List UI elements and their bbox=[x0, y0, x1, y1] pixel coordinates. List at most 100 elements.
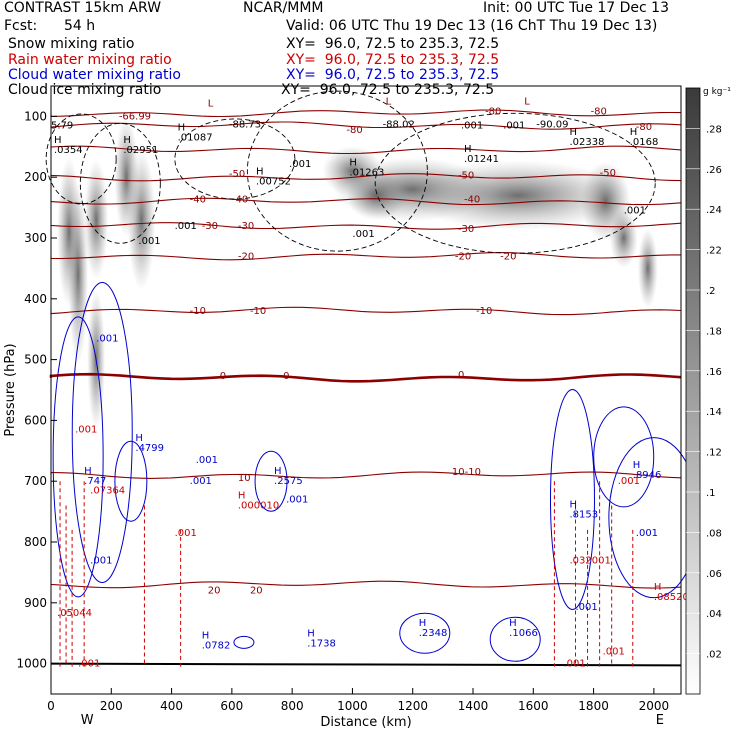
y-tick-label-500: 500 bbox=[24, 353, 47, 367]
colorbar-ramp bbox=[685, 87, 701, 695]
extremum-value-8: .01241 bbox=[464, 154, 499, 165]
contour-label-10: -50 bbox=[229, 169, 245, 180]
contour-label-18: -30 bbox=[458, 224, 474, 235]
small-label-14: .001 bbox=[636, 528, 658, 539]
extremum-mark-17: H bbox=[654, 582, 662, 593]
colorbar-tick-label-11: .24 bbox=[706, 205, 722, 216]
contour-label-17: -30 bbox=[238, 221, 254, 232]
x-axis-label: Distance (km) bbox=[320, 715, 411, 730]
small-label-13: .001 bbox=[618, 476, 640, 487]
extremum-mark-11: H bbox=[135, 433, 143, 444]
colorbar-tick-label-5: .12 bbox=[706, 448, 722, 459]
contour-label-31: 20 bbox=[250, 586, 263, 597]
field-name-cloud-water: Cloud water mixing ratio bbox=[8, 67, 181, 83]
extremum-mark-18: H bbox=[202, 630, 210, 641]
contour-label-8: .001 bbox=[461, 121, 483, 132]
y-tick-label-700: 700 bbox=[24, 474, 47, 488]
extremum-value-20: .2348 bbox=[419, 628, 448, 639]
y-tick-label-1000: 1000 bbox=[16, 657, 47, 671]
cloud-water-contour-9 bbox=[489, 616, 541, 662]
contour-label-15: -40 bbox=[464, 195, 480, 206]
small-label-15: .001 bbox=[575, 602, 597, 613]
cloud-ice-contour-3 bbox=[374, 112, 656, 254]
chart-title: CONTRAST 15km ARW bbox=[4, 0, 162, 16]
extremum-mark-13: H bbox=[238, 491, 246, 502]
small-label-12: .001 bbox=[90, 555, 112, 566]
contour-label-12: -50 bbox=[600, 168, 616, 179]
extremum-value-17: .085208 bbox=[654, 592, 695, 603]
extremum-mark-12: H bbox=[84, 466, 92, 477]
y-tick-label-800: 800 bbox=[24, 535, 47, 549]
snow-shade-9 bbox=[637, 228, 658, 309]
x-tick-label-400: 400 bbox=[160, 699, 183, 713]
small-label-16: .001 bbox=[603, 646, 625, 657]
field-xy-cloud-water: XY= 96.0, 72.5 to 235.3, 72.5 bbox=[286, 67, 500, 83]
small-label-19: .07364 bbox=[90, 485, 125, 496]
field-name-rain: Rain water mixing ratio bbox=[8, 52, 172, 68]
extremum-mark-21: H bbox=[509, 618, 517, 629]
extremum-mark-14: H bbox=[274, 466, 282, 477]
colorbar-tick-label-2: .06 bbox=[706, 569, 722, 580]
small-label-10: .001 bbox=[286, 494, 308, 505]
isotherm--60 bbox=[50, 145, 682, 155]
y-tick-label-600: 600 bbox=[24, 413, 47, 427]
extremum-mark-15: H bbox=[569, 500, 577, 511]
isotherm--30 bbox=[50, 222, 682, 230]
extremum-value-4: .02951 bbox=[123, 145, 158, 156]
x-tick-label-0: 0 bbox=[47, 699, 55, 713]
contour-label-25: 0 bbox=[220, 371, 226, 382]
colorbar-tick-label-12: .26 bbox=[706, 165, 722, 176]
cloud-water-contour-0 bbox=[52, 316, 104, 598]
snow-shade-5 bbox=[127, 149, 156, 290]
x-tick-label-600: 600 bbox=[220, 699, 243, 713]
field-xy-snow: XY= 96.0, 72.5 to 235.3, 72.5 bbox=[286, 36, 500, 52]
contour-label-23: -10 bbox=[250, 306, 266, 317]
snow-shading bbox=[57, 117, 658, 430]
colorbar-tick-label-9: .2 bbox=[706, 286, 716, 297]
colorbar-tick-label-7: .16 bbox=[706, 367, 722, 378]
extremum-value-10: .0168 bbox=[630, 137, 659, 148]
contour-label-21: -20 bbox=[500, 251, 516, 262]
cloud-water-contour-6 bbox=[593, 406, 655, 508]
x-tick-label-800: 800 bbox=[281, 699, 304, 713]
extremum-value-19: .1738 bbox=[307, 639, 336, 650]
temperature-contours bbox=[49, 109, 682, 667]
extremum-mark-1: L bbox=[386, 97, 392, 108]
y-axis: 100 200 300 400 500 600 700 800 900 1000 bbox=[16, 109, 57, 671]
isotherm--70 bbox=[50, 121, 682, 130]
cloud-water-contour-5 bbox=[549, 388, 595, 610]
extremum-value-14: .2575 bbox=[274, 476, 303, 487]
isotherm--80 bbox=[50, 109, 682, 118]
extremum-mark-7: H bbox=[349, 157, 357, 168]
isotherm--40 bbox=[50, 197, 682, 206]
extremum-value-11: .4799 bbox=[135, 443, 164, 454]
forecast-label: Fcst: bbox=[4, 18, 38, 34]
plot-frame bbox=[50, 85, 682, 695]
extremum-mark-3: H bbox=[54, 135, 62, 146]
isotherm--20 bbox=[50, 252, 681, 261]
extremum-mark-10: H bbox=[630, 127, 638, 138]
colorbar-tick-label-3: .08 bbox=[706, 528, 722, 539]
y-tick-label-100: 100 bbox=[24, 109, 47, 123]
cloud-water-contour-3 bbox=[254, 450, 288, 512]
small-label-7: .001 bbox=[75, 425, 97, 436]
colorbar: .02 .04 .06 .08 .1 .12 .14 .16 .18 .2 .22 .24 .26 .28 bbox=[685, 87, 722, 695]
cloud-water-contour-4 bbox=[233, 635, 255, 649]
snow-shade-2 bbox=[84, 159, 109, 280]
extremum-mark-6: H bbox=[256, 166, 264, 177]
small-label-8: .001 bbox=[196, 455, 218, 466]
x-tick-label-1800: 1800 bbox=[578, 699, 609, 713]
cloud-ice-contour-0 bbox=[45, 113, 117, 205]
small-label-20: .032001 bbox=[569, 555, 610, 566]
colorbar-tick-label-10: .22 bbox=[706, 246, 722, 257]
contour-label-14: -40 bbox=[232, 195, 248, 206]
contour-label-29: 10-10 bbox=[452, 467, 481, 478]
ground-line bbox=[50, 662, 682, 667]
contour-label-11: -50 bbox=[458, 170, 474, 181]
colorbar-tick-label-1: .04 bbox=[706, 609, 722, 620]
extremum-value-18: .0782 bbox=[202, 640, 231, 651]
contour-label-28: 10 bbox=[238, 473, 251, 484]
small-label-21: .05044 bbox=[57, 608, 92, 619]
extremum-value-13: .000010 bbox=[238, 501, 279, 512]
